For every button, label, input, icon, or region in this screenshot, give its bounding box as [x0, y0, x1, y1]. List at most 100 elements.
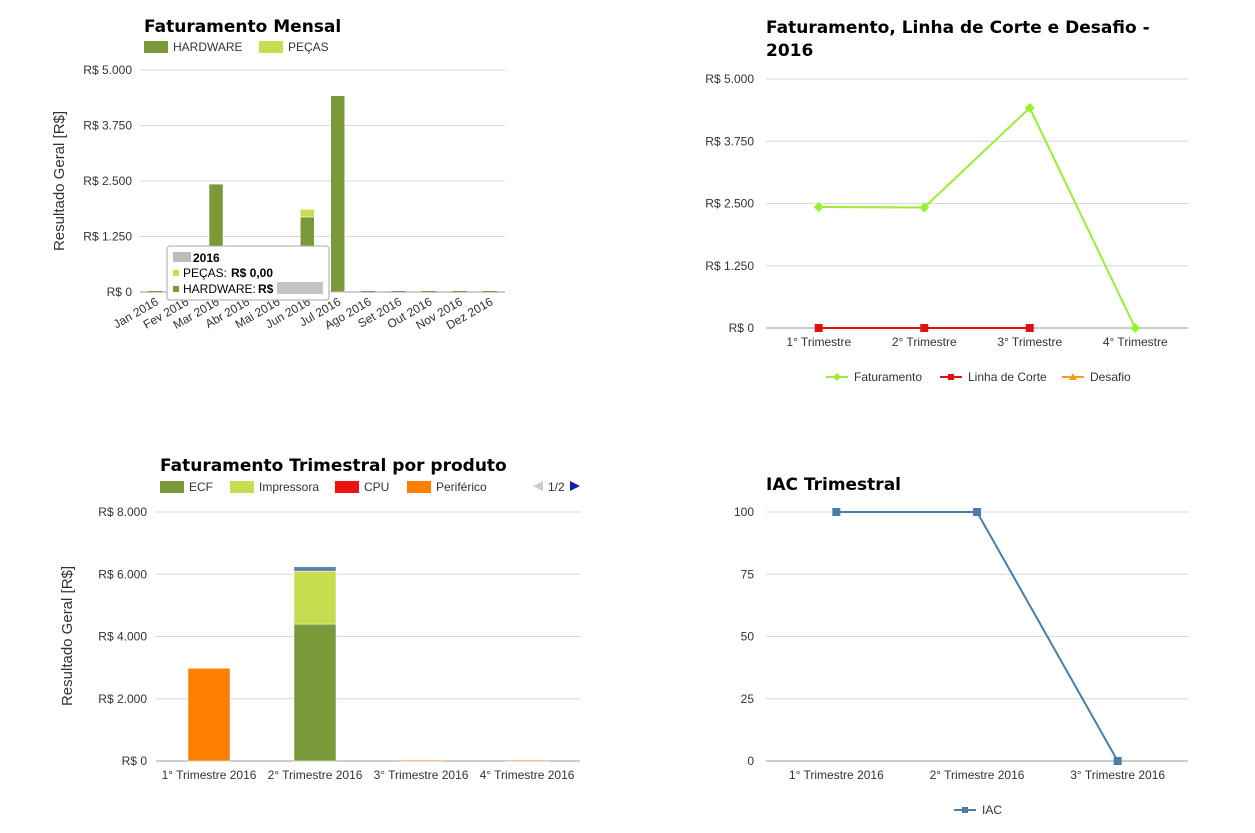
legend-label[interactable]: HARDWARE	[173, 40, 243, 54]
legend-page-indicator: 1/2	[548, 480, 565, 494]
bar[interactable]	[361, 291, 376, 292]
legend-label[interactable]: Periférico	[436, 480, 487, 494]
y-tick-label: R$ 5.000	[83, 63, 132, 77]
data-point-marker[interactable]	[832, 508, 841, 516]
y-tick-label: R$ 2.500	[705, 197, 754, 211]
x-tick-label: 3° Trimestre	[997, 335, 1062, 349]
x-tick-label: 2° Trimestre 2016	[268, 768, 363, 782]
y-tick-label: R$ 1.250	[83, 230, 132, 244]
data-point-marker[interactable]	[973, 508, 981, 516]
bar[interactable]	[293, 570, 337, 625]
bar[interactable]	[505, 759, 549, 762]
y-tick-label: 100	[734, 505, 754, 519]
chart-title: Faturamento Trimestral por produto	[160, 456, 507, 476]
legend-label[interactable]: ECF	[189, 480, 213, 494]
tooltip-title: 2016	[193, 251, 220, 265]
y-tick-label: R$ 0	[107, 285, 133, 299]
data-point-marker[interactable]	[948, 374, 954, 380]
y-tick-label: R$ 8.000	[98, 505, 147, 519]
tooltip-redaction	[277, 282, 323, 294]
y-tick-label: 0	[747, 754, 754, 768]
y-tick-label: R$ 0	[729, 321, 755, 335]
y-tick-label: R$ 6.000	[98, 567, 147, 581]
y-tick-label: R$ 1.250	[705, 259, 754, 273]
x-tick-label: 4° Trimestre	[1103, 335, 1168, 349]
data-point-marker[interactable]	[1069, 373, 1077, 380]
chart-title: 2016	[766, 41, 813, 61]
x-tick-label: 2° Trimestre	[892, 335, 957, 349]
data-point-marker[interactable]	[1130, 323, 1141, 333]
legend-label[interactable]: Linha de Corte	[968, 370, 1047, 384]
legend-swatch[interactable]	[259, 41, 283, 53]
y-tick-label: 75	[741, 567, 755, 581]
x-tick-label: 1° Trimestre 2016	[789, 768, 884, 782]
data-point-marker[interactable]	[814, 324, 823, 332]
y-tick-label: R$ 2.000	[98, 692, 147, 706]
bar[interactable]	[148, 291, 163, 292]
x-tick-label: 2° Trimestre 2016	[930, 768, 1025, 782]
bar[interactable]	[300, 209, 315, 218]
y-tick-label: 25	[741, 692, 755, 706]
bar[interactable]	[330, 95, 345, 293]
tooltip-row-value: R$	[258, 282, 274, 296]
bar[interactable]	[421, 291, 436, 292]
y-tick-label: R$ 0	[122, 754, 148, 768]
x-tick-label: 1° Trimestre 2016	[162, 768, 257, 782]
x-tick-label: 3° Trimestre 2016	[374, 768, 469, 782]
chart-title: Faturamento Mensal	[144, 17, 341, 37]
bar[interactable]	[187, 667, 231, 762]
data-point-marker[interactable]	[813, 201, 824, 212]
tooltip-swatch	[173, 252, 191, 262]
tooltip-row-swatch	[173, 270, 179, 276]
data-point-marker[interactable]	[919, 202, 930, 213]
bar[interactable]	[293, 623, 337, 762]
legend-swatch[interactable]	[335, 481, 359, 493]
legend-label[interactable]: Impressora	[259, 480, 319, 494]
tooltip-row-label: PEÇAS:	[183, 266, 227, 280]
x-tick-label: 4° Trimestre 2016	[480, 768, 575, 782]
data-point-marker[interactable]	[920, 324, 929, 332]
legend-swatch[interactable]	[230, 481, 254, 493]
chart-title: IAC Trimestral	[766, 475, 901, 495]
chart-faturamento-trimestral-produto: Faturamento Trimestral por produto ECF Imp…	[59, 456, 580, 782]
chart-iac-trimestral: IAC Trimestral 0 25 50 75 100 1° Trimestre 201…	[734, 475, 1188, 817]
legend-next-arrow-icon[interactable]	[570, 481, 580, 491]
legend-label[interactable]: PEÇAS	[288, 40, 329, 54]
tooltip-row-value: R$ 0,00	[231, 266, 273, 280]
legend-swatch[interactable]	[144, 41, 168, 53]
tooltip-row-label: HARDWARE:	[183, 282, 256, 296]
legend-swatch[interactable]	[160, 481, 184, 493]
series-line	[818, 106, 1137, 329]
tooltip-row-swatch	[173, 286, 179, 292]
chart-faturamento-mensal: Faturamento Mensal HARDWARE PEÇAS R$ 0 R$ 1.…	[51, 17, 505, 332]
legend-swatch[interactable]	[407, 481, 431, 493]
legend-prev-arrow-icon[interactable]	[533, 481, 543, 491]
bar[interactable]	[293, 566, 337, 572]
data-point-marker[interactable]	[1113, 757, 1122, 765]
y-tick-label: R$ 5.000	[705, 72, 754, 86]
y-axis-title: Resultado Geral [R$]	[59, 566, 76, 706]
data-point-marker[interactable]	[833, 373, 841, 381]
y-axis-title: Resultado Geral [R$]	[51, 111, 68, 251]
legend-label[interactable]: Desafio	[1090, 370, 1131, 384]
bar[interactable]	[452, 291, 467, 292]
bar[interactable]	[391, 291, 406, 292]
y-tick-label: R$ 4.000	[98, 630, 147, 644]
y-tick-label: R$ 3.750	[83, 119, 132, 133]
legend-label[interactable]: Faturamento	[854, 370, 922, 384]
chart-faturamento-linha-corte-desafio: Faturamento, Linha de Corte e Desafio - 2…	[705, 18, 1188, 384]
x-tick-label: 1° Trimestre	[786, 335, 851, 349]
data-point-marker[interactable]	[1025, 324, 1034, 332]
legend-label[interactable]: CPU	[364, 480, 389, 494]
chart-title: Faturamento, Linha de Corte e Desafio -	[766, 18, 1150, 38]
x-tick-label: 3° Trimestre 2016	[1070, 768, 1165, 782]
bar[interactable]	[482, 291, 497, 292]
bar[interactable]	[399, 759, 443, 762]
legend-label[interactable]: IAC	[982, 803, 1002, 817]
data-point-marker[interactable]	[1024, 102, 1035, 113]
data-point-marker[interactable]	[962, 807, 968, 813]
y-tick-label: 50	[741, 630, 755, 644]
y-tick-label: R$ 3.750	[705, 134, 754, 148]
